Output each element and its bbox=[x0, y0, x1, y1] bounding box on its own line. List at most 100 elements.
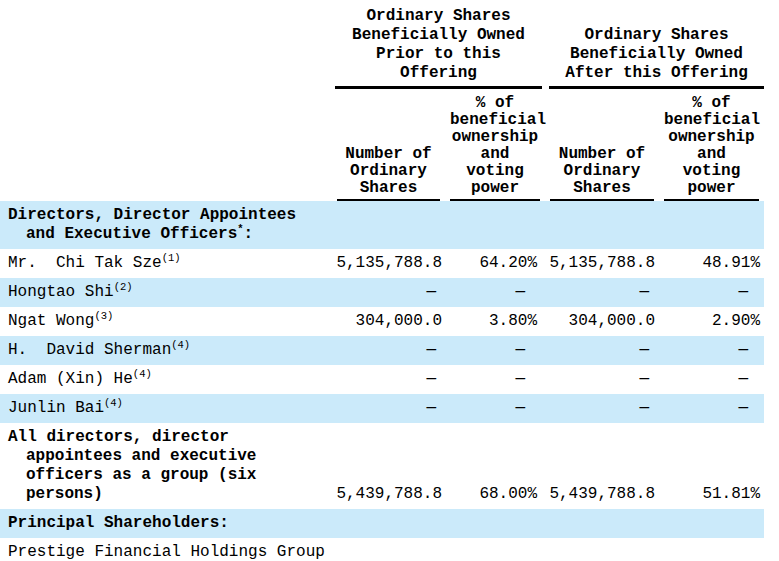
row-label: Junlin Bai bbox=[8, 399, 104, 417]
empty-value-dash: — bbox=[515, 341, 525, 359]
row-name-cell: Directors, Director Appointees and Execu… bbox=[0, 201, 332, 249]
table-body: Directors, Director Appointees and Execu… bbox=[0, 201, 764, 561]
empty-value-dash: — bbox=[738, 341, 748, 359]
cell-prior-percent-ownership bbox=[445, 201, 545, 249]
table-row: H. David Sherman(4) — — — — bbox=[0, 336, 764, 365]
row-footnote-ref: (3) bbox=[94, 310, 113, 322]
column-header-prior-number-of-shares: Number of Ordinary Shares bbox=[337, 146, 440, 201]
cell-prior-number-of-shares: 304,000.0 bbox=[332, 307, 445, 336]
column-header-prior-percent-ownership: % of beneficial ownership and voting pow… bbox=[450, 95, 540, 201]
row-label: Hongtao Shi bbox=[8, 283, 114, 301]
table-row: Principal Shareholders: bbox=[0, 509, 764, 538]
cell-after-percent-ownership: 2.90% bbox=[659, 307, 764, 336]
cell-prior-percent-ownership: — bbox=[445, 365, 545, 394]
cell-after-percent-ownership: — bbox=[659, 278, 764, 307]
group-header-cell-after: Ordinary Shares Beneficially Owned After… bbox=[545, 7, 764, 89]
empty-value-dash: — bbox=[515, 370, 525, 388]
cell-prior-number-of-shares: 5,439,788.8 bbox=[332, 423, 445, 509]
table-row: Directors, Director Appointees and Execu… bbox=[0, 201, 764, 249]
row-label: Ngat Wong bbox=[8, 312, 94, 330]
cell-after-percent-ownership: — bbox=[659, 336, 764, 365]
column-header-cell: Number of Ordinary Shares bbox=[545, 89, 659, 201]
table-row: Mr. Chi Tak Sze(1) 5,135,788.8 64.20% 5,… bbox=[0, 249, 764, 278]
cell-after-percent-ownership bbox=[659, 509, 764, 538]
table-row: Hongtao Shi(2) — — — — bbox=[0, 278, 764, 307]
group-header-prior-offering: Ordinary Shares Beneficially Owned Prior… bbox=[335, 7, 542, 89]
cell-prior-percent-ownership: 3.80% bbox=[445, 307, 545, 336]
cell-after-number-of-shares: — bbox=[545, 336, 659, 365]
cell-prior-percent-ownership: — bbox=[445, 394, 545, 423]
row-label: Adam (Xin) He bbox=[8, 370, 133, 388]
row-footnote-ref: (4) bbox=[133, 368, 152, 380]
empty-value-dash: — bbox=[426, 399, 436, 417]
table-row: Prestige Financial Holdings Group Limite… bbox=[0, 538, 764, 561]
empty-value-dash: — bbox=[738, 399, 748, 417]
row-footnote-ref: (1) bbox=[162, 252, 181, 264]
cell-prior-percent-ownership: 64.20% bbox=[445, 249, 545, 278]
row-footnote-ref: (4) bbox=[171, 339, 190, 351]
row-name-cell: Hongtao Shi(2) bbox=[0, 278, 332, 307]
row-label: Mr. Chi Tak Sze bbox=[8, 254, 162, 272]
empty-value-dash: — bbox=[515, 283, 525, 301]
table-row: Adam (Xin) He(4) — — — — bbox=[0, 365, 764, 394]
table-row: Ngat Wong(3) 304,000.0 3.80% 304,000.0 2… bbox=[0, 307, 764, 336]
cell-after-percent-ownership: 48.91% bbox=[659, 538, 764, 561]
cell-prior-number-of-shares bbox=[332, 509, 445, 538]
column-header-after-number-of-shares: Number of Ordinary Shares bbox=[550, 146, 654, 201]
row-footnote-ref: (2) bbox=[114, 281, 133, 293]
group-header-row: Ordinary Shares Beneficially Owned Prior… bbox=[0, 7, 764, 89]
empty-value-dash: — bbox=[639, 399, 649, 417]
row-name-cell: Principal Shareholders: bbox=[0, 509, 332, 538]
row-name-cell: Prestige Financial Holdings Group Limite… bbox=[0, 538, 332, 561]
table-row: All directors, director appointees and e… bbox=[0, 423, 764, 509]
cell-prior-number-of-shares: — bbox=[332, 278, 445, 307]
cell-after-number-of-shares: 5,135,788.8 bbox=[545, 249, 659, 278]
row-footnote-ref: (4) bbox=[104, 397, 123, 409]
cell-after-percent-ownership: — bbox=[659, 394, 764, 423]
row-name-cell: Mr. Chi Tak Sze(1) bbox=[0, 249, 332, 278]
beneficial-ownership-page: Ordinary Shares Beneficially Owned Prior… bbox=[0, 0, 779, 561]
column-header-row: Number of Ordinary Shares % of beneficia… bbox=[0, 89, 764, 201]
empty-value-dash: — bbox=[426, 341, 436, 359]
row-label: All directors, director appointees and e… bbox=[8, 428, 256, 503]
empty-value-dash: — bbox=[639, 370, 649, 388]
empty-value-dash: — bbox=[738, 370, 748, 388]
empty-value-dash: — bbox=[426, 370, 436, 388]
cell-after-number-of-shares: 5,439,788.8 bbox=[545, 423, 659, 509]
cell-after-number-of-shares bbox=[545, 201, 659, 249]
row-label: Prestige Financial Holdings Group Limite… bbox=[8, 543, 325, 561]
row-name-cell: Ngat Wong(3) bbox=[0, 307, 332, 336]
cell-prior-number-of-shares: — bbox=[332, 394, 445, 423]
cell-prior-percent-ownership bbox=[445, 509, 545, 538]
empty-value-dash: — bbox=[515, 399, 525, 417]
row-label: Principal Shareholders bbox=[8, 514, 219, 532]
cell-prior-percent-ownership: — bbox=[445, 278, 545, 307]
row-name-cell: Adam (Xin) He(4) bbox=[0, 365, 332, 394]
cell-after-percent-ownership: 48.91% bbox=[659, 249, 764, 278]
row-label: H. David Sherman bbox=[8, 341, 171, 359]
cell-after-percent-ownership: — bbox=[659, 365, 764, 394]
empty-value-dash: — bbox=[639, 283, 649, 301]
cell-after-number-of-shares: 5,135,788.8 bbox=[545, 538, 659, 561]
row-name-cell: H. David Sherman(4) bbox=[0, 336, 332, 365]
empty-value-dash: — bbox=[426, 283, 436, 301]
row-name-cell: All directors, director appointees and e… bbox=[0, 423, 332, 509]
row-label-suffix: : bbox=[219, 514, 229, 532]
column-header-after-percent-ownership: % of beneficial ownership and voting pow… bbox=[664, 95, 759, 201]
row-name-cell: Junlin Bai(4) bbox=[0, 394, 332, 423]
cell-after-number-of-shares: — bbox=[545, 365, 659, 394]
column-header-cell: % of beneficial ownership and voting pow… bbox=[445, 89, 545, 201]
cell-prior-percent-ownership: 64.20% bbox=[445, 538, 545, 561]
cell-after-percent-ownership: 51.81% bbox=[659, 423, 764, 509]
cell-prior-number-of-shares: — bbox=[332, 365, 445, 394]
cell-prior-number-of-shares: 5,135,788.8 bbox=[332, 538, 445, 561]
table-row: Junlin Bai(4) — — — — bbox=[0, 394, 764, 423]
ownership-document: Ordinary Shares Beneficially Owned Prior… bbox=[0, 0, 779, 561]
cell-after-number-of-shares bbox=[545, 509, 659, 538]
name-column-header-spacer bbox=[0, 7, 332, 89]
cell-prior-number-of-shares bbox=[332, 201, 445, 249]
row-label-suffix: : bbox=[244, 225, 254, 243]
column-header-cell: Number of Ordinary Shares bbox=[332, 89, 445, 201]
cell-prior-number-of-shares: — bbox=[332, 336, 445, 365]
empty-value-dash: — bbox=[738, 283, 748, 301]
